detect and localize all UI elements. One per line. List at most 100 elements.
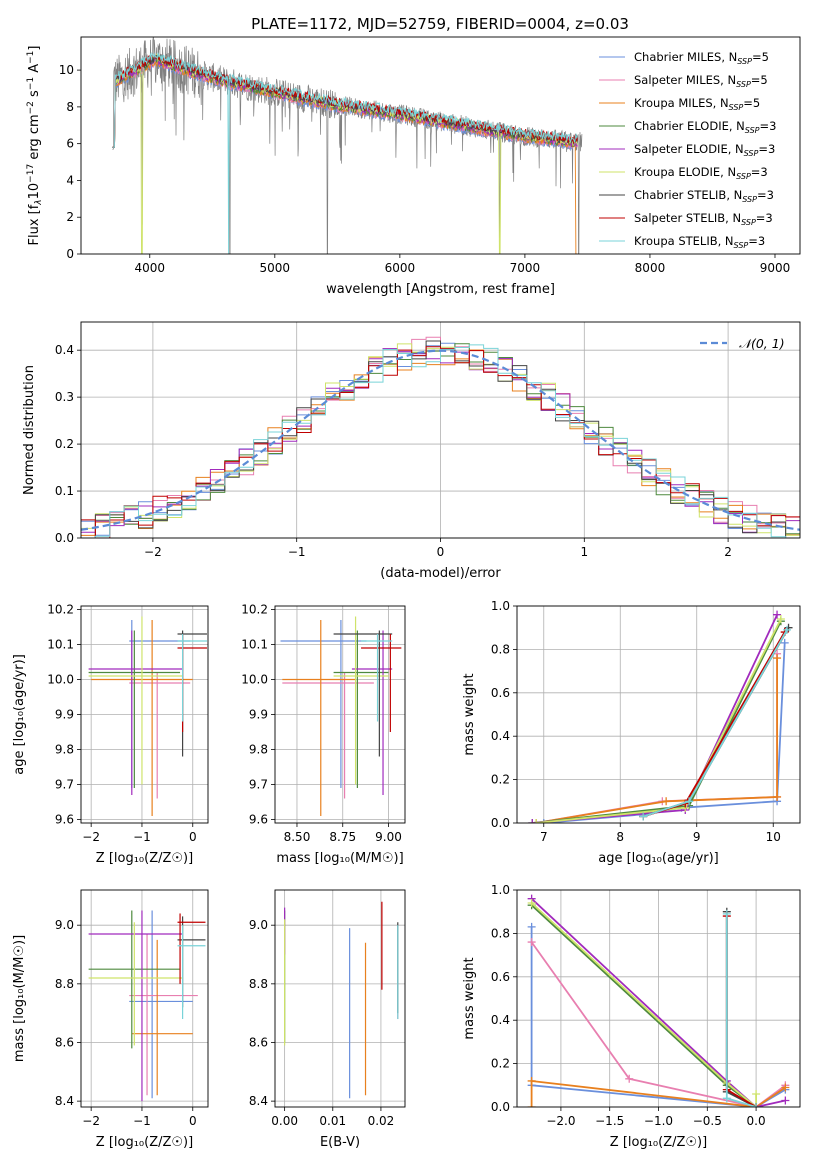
mass_vs_ebv-xtick-label: 0.01 <box>319 1114 346 1128</box>
residual-histogram <box>81 346 800 538</box>
weight_vs_age-xtick-label: 9 <box>693 830 701 844</box>
mass_vs_ebv-xlabel: E(B-V) <box>320 1135 360 1150</box>
residuals-xtick-label: −2 <box>144 545 162 559</box>
weight_vs_age-ytick-label: 0.0 <box>491 816 510 830</box>
weight_vs_Z-weight-line <box>725 911 757 1107</box>
mass_vs_Z-ylabel: mass [log₁₀(M/M☉)] <box>12 935 27 1062</box>
weight_vs_Z-weight-line <box>725 913 757 1107</box>
weight_vs_age-xlabel: age [log₁₀(age/yr)] <box>598 851 719 866</box>
residual-histogram <box>81 344 800 538</box>
spectrum-plot-area <box>112 37 583 254</box>
spectrum-ytick-label: 0 <box>66 247 74 261</box>
weight_vs_Z-weight-line <box>530 941 786 1107</box>
weight_vs_Z-weight-marker <box>625 1074 634 1083</box>
age_vs_Z-ytick-label: 9.7 <box>55 778 74 792</box>
legend-entry: Salpeter ELODIE, NSSP=3 <box>634 142 775 158</box>
weight_vs_age-weight-line <box>535 658 778 823</box>
weight_vs_age-plot-area <box>528 610 793 823</box>
weight_vs_age-weight-marker <box>776 615 785 624</box>
age_vs_Z-xlabel: Z [log₁₀(Z/Z☉)] <box>96 851 193 866</box>
age_vs_Z-panel: −2 −1 0 9.6 9.7 9.8 9.9 10.0 10.1 10.2 Z [log₁₀(Z/… <box>12 603 209 866</box>
age_vs_mass-plot-area <box>280 616 402 816</box>
weight_vs_Z-weight-marker <box>752 1103 761 1107</box>
weight_vs_age-xtick-label: 8 <box>616 830 624 844</box>
legend-entry: Kroupa MILES, NSSP=5 <box>634 96 760 112</box>
weight_vs_age-ytick-label: 0.2 <box>491 773 510 787</box>
weight_vs_age-xtick-label: 10 <box>766 830 781 844</box>
spectrum-xtick-label: 4000 <box>135 261 166 275</box>
weight_vs_Z-weight-line <box>530 1079 786 1107</box>
mass_vs_ebv-grid <box>275 890 405 1107</box>
mass_vs_Z-ytick-label: 8.8 <box>55 977 74 991</box>
age_vs_Z-ylabel: age [log₁₀(age/yr)] <box>12 654 27 775</box>
mass_vs_ebv-panel: 0.00 0.01 0.02 8.4 8.6 8.8 9.0 E(B-V) <box>249 889 406 1150</box>
spectrum-xtick-label: 6000 <box>385 261 416 275</box>
residuals-panel: −2 −1 0 1 2 0.0 0.1 0.2 0.3 0.4 (data-model)/error… <box>22 321 801 581</box>
weight_vs_Z-frame <box>516 889 801 1108</box>
mass_vs_Z-ytick-label: 9.0 <box>55 918 74 932</box>
age_vs_Z-xtick-label: 0 <box>189 830 197 844</box>
age_vs_mass-panel: 8.50 8.75 9.00 9.6 9.7 9.8 9.9 10.0 10.1 10.2 mass… <box>241 603 406 866</box>
spectrum-ytick-label: 6 <box>66 137 74 151</box>
weight_vs_age-weight-marker <box>528 819 537 823</box>
spectrum-xtick-label: 7000 <box>510 261 541 275</box>
residual-histogram <box>81 340 800 538</box>
age_vs_mass-xlabel: mass [log₁₀(M/M☉)] <box>276 851 403 866</box>
weight_vs_Z-ytick-label: 1.0 <box>491 883 510 897</box>
weight_vs_Z-ytick-label: 0.6 <box>491 970 510 984</box>
residuals-xtick-label: 0 <box>437 545 445 559</box>
weight_vs_age-ytick-label: 0.6 <box>491 686 510 700</box>
age_vs_mass-frame <box>274 605 406 824</box>
age_vs_mass-xtick-label: 8.50 <box>284 830 311 844</box>
weight_vs_age-weight-line <box>532 620 782 823</box>
age_vs_mass-ytick-label: 10.2 <box>241 603 268 617</box>
spectrum-model-line <box>112 53 578 254</box>
weight_vs_Z-xtick-label: −0.5 <box>693 1114 722 1128</box>
weight_vs_Z-weight-marker <box>527 1076 536 1085</box>
weight_vs_age-weight-marker <box>773 792 782 801</box>
spectrum-model-line <box>112 54 578 148</box>
mass_vs_ebv-ytick-label: 8.8 <box>249 977 268 991</box>
weight_vs_age-weight-marker <box>539 819 548 823</box>
spectrum-xlabel: wavelength [Angstrom, rest frame] <box>326 282 555 297</box>
residuals-xtick-label: 1 <box>580 545 588 559</box>
age_vs_mass-ytick-label: 10.0 <box>241 673 268 687</box>
weight_vs_Z-xtick-label: −1.0 <box>644 1114 673 1128</box>
weight_vs_age-weight-marker <box>773 654 782 663</box>
age_vs_Z-ytick-label: 10.2 <box>47 603 74 617</box>
weight_vs_Z-weight-marker <box>781 1083 790 1092</box>
mass_vs_ebv-ytick-label: 8.6 <box>249 1035 268 1049</box>
weight_vs_Z-weight-marker <box>527 922 536 931</box>
spectrum-ytick-label: 10 <box>59 63 74 77</box>
weight_vs_Z-weight-marker <box>722 909 731 918</box>
mass_vs_Z-xlabel: Z [log₁₀(Z/Z☉)] <box>96 1135 193 1150</box>
weight_vs_age-ytick-label: 0.8 <box>491 642 510 656</box>
legend-entry: Kroupa ELODIE, NSSP=3 <box>634 165 768 181</box>
age_vs_mass-ytick-label: 9.9 <box>249 708 268 722</box>
weight_vs_Z-panel: −2.0 −1.5 −1.0 −0.5 0.0 0.0 0.2 0.4 0.6 0.8 1.0 Z [… <box>462 883 801 1150</box>
age_vs_Z-ytick-label: 9.9 <box>55 708 74 722</box>
spectrum-xtick-label: 8000 <box>635 261 666 275</box>
weight_vs_age-weight-marker <box>639 812 648 821</box>
age_vs_mass-ytick-label: 9.8 <box>249 743 268 757</box>
normal-reference-curve <box>81 349 800 531</box>
weight_vs_Z-weight-marker <box>722 1094 731 1103</box>
spectrum-frame <box>80 36 801 255</box>
legend-entry: Chabrier STELIB, NSSP=3 <box>634 188 774 204</box>
residuals-xtick-label: −1 <box>288 545 306 559</box>
weight_vs_Z-weight-marker <box>752 1089 761 1098</box>
spectrum-ylabel: Flux [fλ10−17 erg cm−2 s−1 A−1] <box>26 46 44 246</box>
mass_vs_ebv-plot-area <box>284 901 399 1099</box>
age_vs_mass-ytick-label: 9.6 <box>249 813 268 827</box>
weight_vs_age-weight-line <box>532 614 778 823</box>
residuals-ytick-label: 0.4 <box>55 343 74 357</box>
residuals-ytick-label: 0.3 <box>55 390 74 404</box>
legend-entry: Chabrier ELODIE, NSSP=3 <box>634 119 776 135</box>
spectrum-ytick-label: 8 <box>66 100 74 114</box>
mass_vs_ebv-frame <box>274 889 406 1108</box>
weight_vs_age-ytick-label: 0.4 <box>491 729 510 743</box>
weight_vs_Z-xtick-label: −2.0 <box>546 1114 575 1128</box>
age_vs_mass-grid <box>275 606 405 823</box>
weight_vs_Z-ytick-label: 0.8 <box>491 926 510 940</box>
